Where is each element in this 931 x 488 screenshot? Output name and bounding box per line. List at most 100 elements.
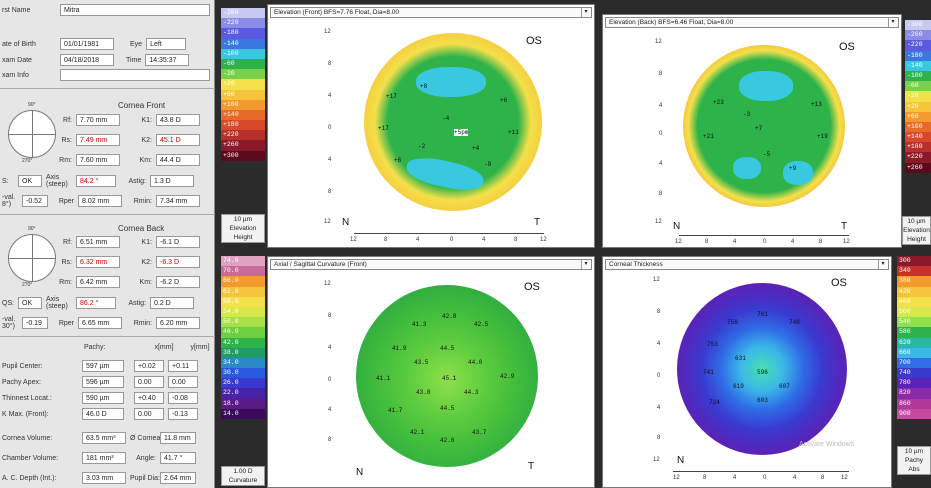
exam-date-label: xam Date <box>2 56 32 64</box>
y-tick: 8 <box>328 61 332 67</box>
pachy-row-y: -0.08 <box>168 392 198 404</box>
scale-swatch: +300 <box>221 150 265 161</box>
thickness-selector[interactable]: Corneal Thickness ▾ <box>605 259 889 270</box>
curvature-scale-caption: 1.00 D Curvature <box>221 466 265 486</box>
pachy-row: Pachy Apex: 596 µm 0.00 0.00 <box>2 376 198 388</box>
map-value: 44.0 <box>468 359 483 366</box>
angle-label: Angle: <box>136 454 156 462</box>
chevron-down-icon[interactable]: ▾ <box>888 18 897 27</box>
cf-rf-label: Rf: <box>63 116 72 124</box>
y-tick: 4 <box>328 93 332 99</box>
pachy-row-x: 0.00 <box>134 376 164 388</box>
elevation-back-map[interactable] <box>683 45 845 207</box>
scale-swatch: -60 <box>905 81 931 92</box>
y-tick: 4 <box>328 407 332 413</box>
map-value: 631 <box>735 355 746 362</box>
nasal-label: N <box>356 467 364 478</box>
cf-rm-label: Rm: <box>59 156 72 164</box>
acd-field: 3.03 mm <box>82 472 126 484</box>
eye-field[interactable]: Left <box>146 38 187 50</box>
elevation-front-map[interactable] <box>364 33 542 211</box>
exam-info-row: xam Info <box>2 69 210 81</box>
scale-swatch: 900 <box>897 408 931 419</box>
map-value: +6 <box>500 97 508 104</box>
x-tick: 4 <box>791 239 795 245</box>
exam-info-label: xam Info <box>2 71 29 79</box>
chamber-volume-field: 181 mm³ <box>82 452 126 464</box>
eye-indicator: OS <box>524 281 540 293</box>
cf-qs-field: OK <box>18 175 42 187</box>
chevron-down-icon[interactable]: ▾ <box>878 260 887 269</box>
chamber-row: Chamber Volume: 181 mm³ Angle: 41.7 ° <box>2 452 196 464</box>
cb-k2-label: K2: <box>141 258 152 266</box>
time-label: Time <box>126 56 142 64</box>
map-value: 41.9 <box>392 345 407 352</box>
y-tick: 12 <box>324 219 331 225</box>
map-value: -2 <box>418 143 426 150</box>
exam-date-field[interactable]: 04/18/2018 <box>60 54 114 66</box>
cornea-front-dial <box>8 110 56 158</box>
cornea-volume-field: 63.5 mm³ <box>82 432 126 444</box>
scale-unit: 10 µm <box>907 218 926 225</box>
cornea-back-dial <box>8 234 56 282</box>
temporal-label: T <box>528 461 535 472</box>
chevron-down-icon[interactable]: ▾ <box>581 260 590 269</box>
scale-swatch: -20 <box>221 69 265 80</box>
dob-label: ate of Birth <box>2 40 36 48</box>
curvature-selector[interactable]: Axial / Sagittal Curvature (Front) ▾ <box>270 259 592 270</box>
y-tick: 12 <box>324 29 331 35</box>
first-name-field[interactable]: Mitra <box>60 4 210 16</box>
selector-label: Axial / Sagittal Curvature (Front) <box>274 261 367 268</box>
scale-swatch: -220 <box>905 40 931 51</box>
pachy-row-label: K Max. (Front): <box>2 410 49 418</box>
cf-k1-label: K1: <box>141 116 152 124</box>
x-mm-label: x[mm] <box>154 344 174 351</box>
scale-swatch: 540 <box>897 317 931 328</box>
map-value: +7 <box>755 125 763 132</box>
cb-rmin-label: Rmin: <box>133 319 152 327</box>
windows-watermark: Activate Windows <box>799 441 855 448</box>
y-tick: 4 <box>657 341 661 347</box>
cyan-region <box>739 71 793 101</box>
elevation-back-selector[interactable]: Elevation (Back) BFS=6.46 Float, Dia=8.0… <box>605 17 899 28</box>
map-value: 41.1 <box>376 375 391 382</box>
scale-swatch: +220 <box>221 130 265 141</box>
thickness-map[interactable] <box>677 283 847 455</box>
cb-astig-field: 0.2 D <box>150 297 194 309</box>
y-tick: 0 <box>657 373 661 379</box>
map-value: -5 <box>763 151 771 158</box>
eye-label: Eye <box>130 40 143 48</box>
pachy-row: Thinnest Locat.: 590 µm +0.40 -0.08 <box>2 392 198 404</box>
cb-km-field: -6.2 D <box>156 276 200 288</box>
map-value: +23 <box>713 99 724 106</box>
scale-mode: Abs <box>908 466 920 473</box>
pachy-row: Pupil Center: 597 µm +0.02 +0.11 <box>2 360 198 372</box>
pachy-row-label: Pupil Center: <box>2 362 43 370</box>
map-value: 43.5 <box>414 359 429 366</box>
y-tick: 12 <box>324 281 331 287</box>
dob-field[interactable]: 01/01/1981 <box>60 38 114 50</box>
scale-swatch: 70.0 <box>221 266 265 277</box>
scale-swatch: 420 <box>897 286 931 297</box>
x-tick: 8 <box>705 239 709 245</box>
chevron-down-icon[interactable]: ▾ <box>581 8 590 17</box>
pachy-row-value: 597 µm <box>82 360 124 372</box>
nasal-label: N <box>342 217 350 228</box>
map-value: 42.9 <box>500 373 515 380</box>
scale-swatch: 26.0 <box>221 378 265 389</box>
time-field[interactable]: 14:35:37 <box>145 54 190 66</box>
pachy-row-y: -0.13 <box>168 408 198 420</box>
scale-swatch: 700 <box>897 357 931 369</box>
cb-qval-row: -val. 30°) -0.19 Rper 6.65 mm Rmin: 6.20… <box>2 316 200 330</box>
cb-astig-label: Astig: <box>128 299 146 307</box>
elevation-back-panel: Elevation (Back) BFS=6.46 Float, Dia=8.0… <box>602 14 902 248</box>
scale-unit: 10 µm <box>233 216 253 223</box>
map-value: 761 <box>757 311 768 318</box>
exam-info-field[interactable] <box>60 69 210 81</box>
temporal-label: T <box>534 217 541 228</box>
scale-swatch: 30.0 <box>221 368 265 379</box>
elevation-front-selector[interactable]: Elevation (Front) BFS=7.76 Float, Dia=8.… <box>270 7 592 18</box>
x-tick: 0 <box>763 239 767 245</box>
scale-swatch: +100 <box>221 99 265 110</box>
curvature-map[interactable] <box>356 285 538 467</box>
